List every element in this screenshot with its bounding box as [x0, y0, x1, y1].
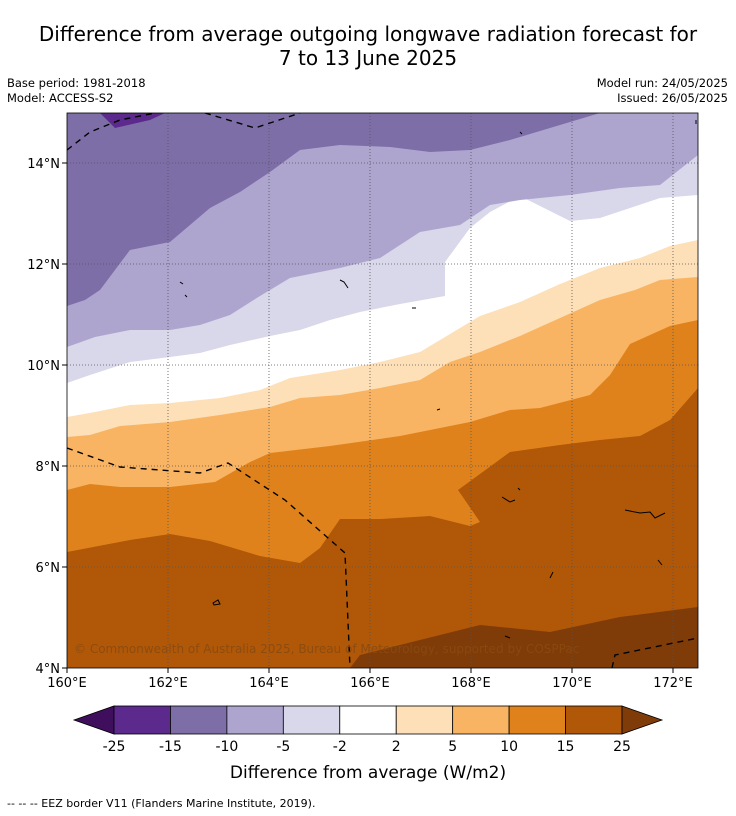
meta-right: Model run: 24/05/2025 Issued: 26/05/2025: [597, 76, 728, 106]
lon-label: 160°E: [47, 676, 87, 691]
contour-fills: © Commonwealth of Australia 2025, Bureau…: [67, 113, 698, 668]
lon-label: 170°E: [552, 676, 592, 691]
colorbar-tick-label: 2: [392, 739, 401, 755]
colorbar-tick-label: 5: [448, 739, 457, 755]
map-frame: [66, 112, 699, 669]
colorbar-labels: -25 -15 -10 -5 -2 2 5 10 15 25: [103, 739, 631, 755]
lon-label: 172°E: [653, 676, 693, 691]
title-line-1: Difference from average outgoing longwav…: [38, 22, 698, 46]
lat-label: 4°N: [36, 662, 61, 677]
islands: [179, 120, 697, 639]
colorbar-tick-label: -10: [215, 739, 238, 755]
colorbar-tick-label: -25: [103, 739, 126, 755]
lat-label: 12°N: [27, 258, 60, 273]
colorbar-cell: [339, 705, 397, 735]
colorbar-cell: [113, 705, 171, 735]
latitude-axis: 14°N 12°N 10°N 8°N 6°N 4°N: [27, 157, 67, 677]
longitude-axis: 160°E 162°E 164°E 166°E 168°E 170°E 172°…: [47, 668, 693, 691]
meta-left: Base period: 1981-2018 Model: ACCESS-S2: [7, 76, 146, 106]
colorbar-cell: [452, 705, 510, 735]
lat-label: 6°N: [36, 561, 61, 576]
lon-label: 164°E: [249, 676, 289, 691]
colorbar-extend-min: [72, 705, 115, 735]
colorbar: -25 -15 -10 -5 -2 2 5 10 15 25 Difference from av…: [72, 705, 664, 783]
lon-label: 166°E: [350, 676, 390, 691]
title-line-2: 7 to 13 June 2025: [278, 46, 458, 70]
colorbar-tick-label: -15: [159, 739, 182, 755]
colorbar-tick-label: -5: [276, 739, 290, 755]
copyright-text: © Commonwealth of Australia 2025, Bureau…: [74, 642, 579, 656]
colorbar-title: Difference from average (W/m2): [230, 763, 506, 783]
colorbar-extend-max: [621, 705, 664, 735]
colorbar-cell: [508, 705, 566, 735]
base-period: Base period: 1981-2018: [7, 76, 146, 90]
colorbar-tick-label: 25: [613, 739, 631, 755]
colorbar-cell: [282, 705, 341, 735]
colorbar-tick-label: 15: [557, 739, 575, 755]
map-title: Difference from average outgoing longwav…: [0, 22, 736, 70]
lon-label: 162°E: [148, 676, 188, 691]
band-above-25: [350, 607, 698, 668]
colorbar-cell: [395, 705, 454, 735]
colorbar-tick-label: -2: [333, 739, 347, 755]
colorbar-cell: [170, 705, 228, 735]
colorbar-cells: [113, 705, 623, 735]
band-minus15-minus10: [67, 113, 698, 306]
lat-label: 10°N: [27, 359, 60, 374]
lat-label: 8°N: [36, 460, 61, 475]
lon-label: 168°E: [451, 676, 491, 691]
model-run: Model run: 24/05/2025: [596, 76, 728, 90]
model-name: Model: ACCESS-S2: [7, 91, 114, 105]
issued-date: Issued: 26/05/2025: [617, 91, 728, 105]
eez-borders: [67, 113, 698, 668]
colorbar-tick-label: 10: [500, 739, 518, 755]
colorbar-cell: [226, 705, 284, 735]
colorbar-cell: [565, 705, 623, 735]
lat-label: 14°N: [27, 157, 60, 172]
eez-legend-footer: -- -- -- EEZ border V11 (Flanders Marine…: [7, 797, 316, 810]
band-minus25-minus15: [100, 113, 165, 128]
gridlines: [67, 113, 698, 668]
